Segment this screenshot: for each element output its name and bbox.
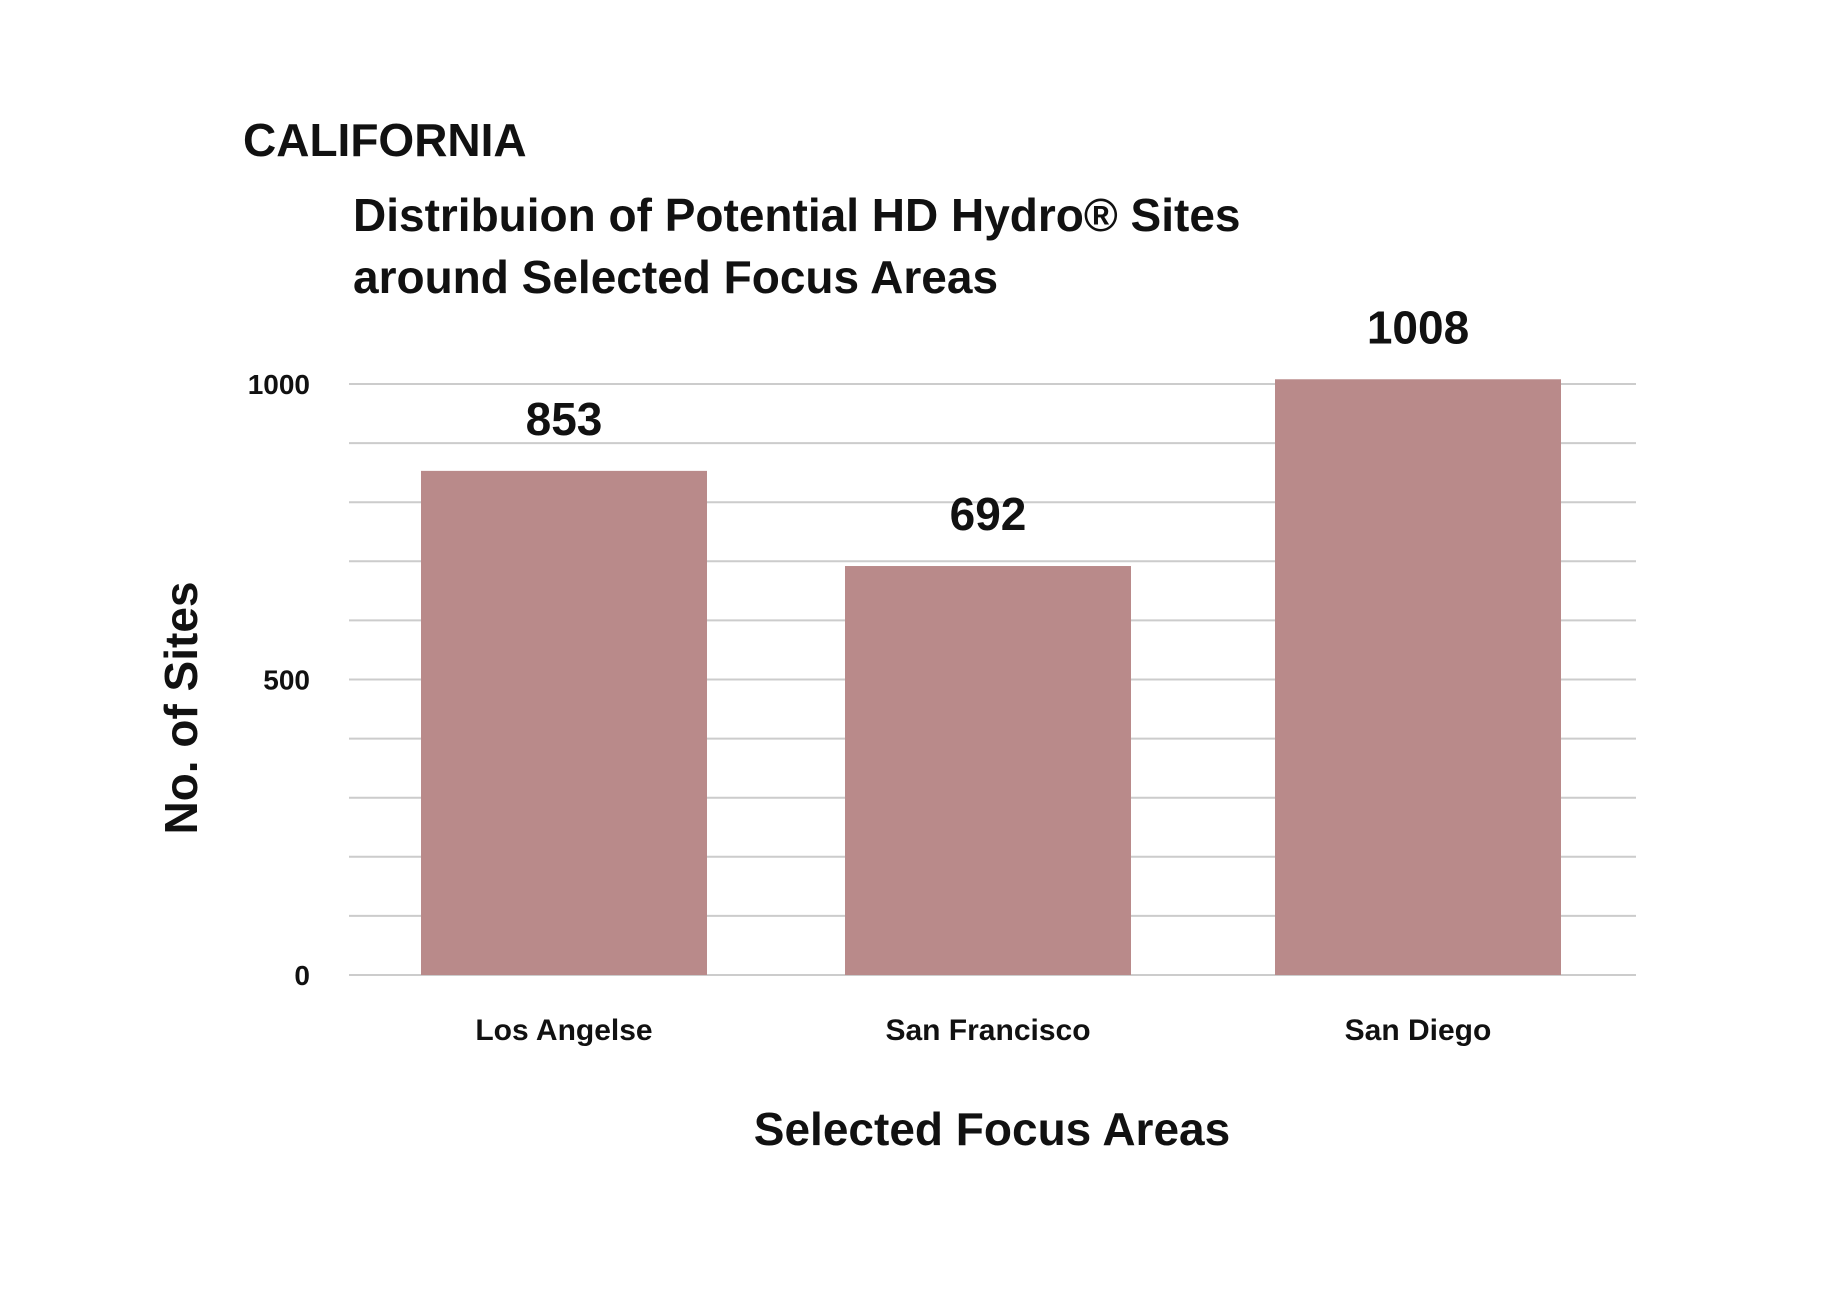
bar-value-label: 692	[950, 488, 1027, 540]
bar	[1275, 379, 1561, 976]
region-heading: CALIFORNIA	[243, 114, 527, 166]
bars: 853 692 1008	[421, 301, 1561, 976]
bar-value-label: 853	[526, 393, 603, 445]
chart-title-line-2: around Selected Focus Areas	[353, 251, 998, 303]
y-tick-label: 1000	[248, 369, 310, 400]
y-tick-label: 500	[263, 665, 310, 696]
x-axis-title: Selected Focus Areas	[754, 1103, 1230, 1155]
bar-value-label: 1008	[1367, 301, 1469, 353]
y-axis-title: No. of Sites	[155, 581, 207, 834]
y-tick-label: 0	[294, 960, 310, 991]
x-category-label: San Francisco	[885, 1014, 1090, 1047]
x-axis-categories: Los Angelse San Francisco San Diego	[475, 1014, 1491, 1047]
bar	[421, 470, 707, 975]
chart-title-line-1: Distribuion of Potential HD Hydro® Sites	[353, 189, 1241, 241]
bar	[845, 566, 1131, 975]
y-axis-ticks: 0 500 1000	[248, 369, 310, 991]
x-category-label: Los Angelse	[475, 1014, 652, 1047]
x-category-label: San Diego	[1345, 1014, 1492, 1047]
